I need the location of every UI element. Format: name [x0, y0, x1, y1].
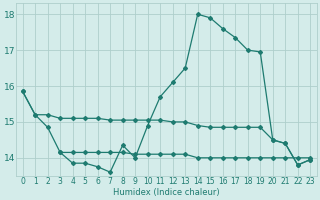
X-axis label: Humidex (Indice chaleur): Humidex (Indice chaleur)	[113, 188, 220, 197]
